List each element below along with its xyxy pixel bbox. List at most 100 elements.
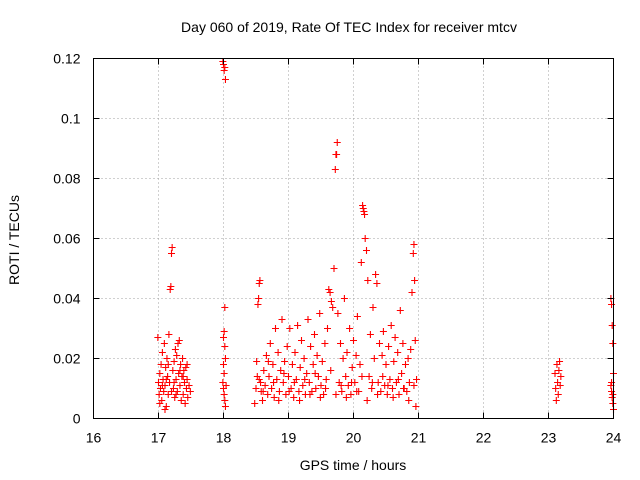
data-point [279,379,287,386]
data-point [164,391,172,398]
data-point [184,394,192,401]
data-point [220,334,227,341]
data-point [348,364,356,371]
data-point [294,322,302,329]
data-point [160,388,168,395]
y-tick-label: 0 [73,411,81,427]
data-point [389,394,397,401]
data-point [322,385,330,392]
data-point [221,343,229,350]
data-point [296,364,304,371]
data-point [173,352,181,359]
data-point [283,343,291,350]
data-point [363,397,371,404]
x-axis-label: GPS time / hours [300,457,407,473]
data-point [311,331,318,338]
data-point [364,277,372,284]
data-point [221,304,229,311]
data-point [557,373,565,380]
x-tick-label: 24 [606,430,622,446]
data-point [166,286,174,293]
data-point [160,340,168,347]
data-point [385,343,393,350]
data-point [219,379,227,386]
data-point [158,382,166,389]
y-tick-label: 0.1 [61,111,81,127]
data-point [270,394,278,401]
data-point [320,391,328,398]
data-point [386,376,394,383]
data-point [405,397,413,404]
data-point [273,376,281,383]
data-point [368,385,376,392]
data-point [408,289,416,296]
data-point [379,328,387,335]
data-point [181,400,189,407]
data-point [272,325,279,332]
data-point [220,328,228,335]
data-point [376,340,383,347]
data-point [285,388,293,395]
data-point [176,382,184,389]
chart-title: Day 060 of 2019, Rate Of TEC Index for r… [181,19,517,35]
data-point [168,388,175,395]
data-point [259,397,266,404]
data-point [280,370,288,377]
data-point [261,382,269,389]
data-point [608,394,616,401]
x-tick-label: 20 [346,430,362,446]
data-point [373,280,381,287]
data-point [411,337,419,344]
data-point [291,349,299,356]
x-tick-label: 19 [281,430,297,446]
data-point [253,358,261,365]
data-point [221,403,229,410]
data-point [313,352,321,359]
x-tick-label: 16 [86,430,102,446]
data-point [268,385,276,392]
data-point [360,208,368,215]
data-point [299,382,307,389]
data-point [265,373,273,380]
data-point [286,325,294,332]
data-point [161,406,169,413]
data-point [372,271,380,278]
y-tick-label: 0.02 [53,351,80,367]
data-point [350,337,357,344]
x-tick-label: 23 [541,430,557,446]
data-point [395,391,403,398]
data-point [359,202,367,209]
y-tick-label: 0.12 [53,51,80,67]
data-point [390,358,398,365]
data-point [321,340,329,347]
data-point [183,376,191,383]
data-point [389,385,396,392]
data-point [290,394,298,401]
data-point [288,361,296,368]
data-point [221,64,229,71]
data-point [322,376,330,383]
data-point [300,355,308,362]
data-point [285,373,292,380]
data-point [185,382,193,389]
data-point [318,358,326,365]
data-point [290,379,298,386]
data-point [407,346,415,353]
data-point [609,400,617,407]
data-point [327,298,335,305]
data-point [411,277,419,284]
data-point [358,373,366,380]
data-point [330,265,338,272]
data-point [333,139,341,146]
data-point [165,331,173,338]
data-point [370,355,378,362]
data-point [170,358,178,365]
data-point [348,379,356,386]
data-point [378,352,386,359]
data-point [352,352,360,359]
data-point [168,250,175,257]
data-points [154,58,617,413]
data-point [359,205,367,212]
grid [93,58,614,419]
